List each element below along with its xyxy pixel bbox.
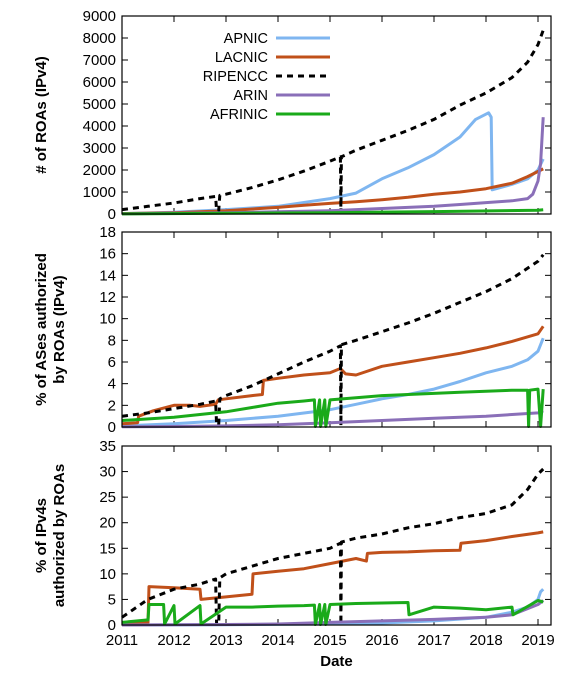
y-tick-label: 4000	[83, 118, 116, 135]
y-tick-label: 0	[108, 419, 116, 436]
y-tick-label: 15	[99, 540, 116, 557]
y-tick-label: 12	[99, 289, 116, 306]
x-tick-label: 2016	[365, 632, 398, 649]
y-tick-label: 6000	[83, 74, 116, 91]
series-line-s2	[121, 253, 545, 428]
series-line-s1	[121, 325, 545, 426]
x-tick-label: 2014	[261, 632, 294, 649]
y-axis-label: # of ROAs (IPv4)	[33, 56, 50, 174]
y-tick-label: 5	[108, 591, 116, 608]
y-tick-label: 6	[108, 354, 116, 371]
y-tick-label: 20	[99, 515, 116, 532]
y-tick-label: 10	[99, 311, 116, 328]
legend-label: RIPENCC	[203, 69, 268, 85]
y-tick-label: 10	[99, 566, 116, 583]
legend-label: LACNIC	[215, 50, 268, 66]
plot-frame	[121, 445, 552, 626]
y-axis-label: authorized by ROAs	[51, 464, 68, 607]
y-tick-label: 16	[99, 246, 116, 263]
panel-2: 0 2 4 6 8 10 12 14 16 18 % of ASes authorized by RO…	[33, 224, 552, 436]
y-axis-label: by ROAs (IPv4)	[51, 275, 68, 383]
x-tick-label: 2013	[209, 632, 242, 649]
legend-label: APNIC	[224, 31, 268, 47]
series-line-s0	[121, 588, 545, 627]
series-line-apnic	[121, 111, 545, 216]
plot-frame	[121, 15, 552, 215]
y-tick-label: 25	[99, 489, 116, 506]
series-line-s1	[121, 530, 544, 625]
series-line-afrinic	[121, 208, 544, 216]
y-tick-label: 30	[99, 464, 116, 481]
series-line-s3	[121, 409, 544, 429]
y-tick-label: 7000	[83, 52, 116, 69]
y-axis-label: % of IPv4s	[33, 498, 50, 573]
y-tick-label: 1000	[83, 184, 116, 201]
y-axis-label: % of ASes authorized	[33, 253, 50, 406]
series-line-ripencc	[121, 29, 545, 215]
y-tick-label: 8	[108, 332, 116, 349]
x-tick-label: 2019	[521, 632, 554, 649]
y-tick-label: 9000	[83, 8, 116, 25]
y-tick-label: 2	[108, 397, 116, 414]
y-tick-label: 4	[108, 376, 116, 393]
x-tick-label: 2015	[313, 632, 346, 649]
series-line-s4	[121, 387, 545, 428]
series-line-lacnic	[121, 167, 544, 216]
legend-label: ARIN	[233, 88, 268, 104]
y-tick-label: 35	[99, 438, 116, 455]
y-tick-label: 3000	[83, 140, 116, 157]
y-tick-label: 5000	[83, 96, 116, 113]
plot-frame	[121, 231, 552, 428]
series-line-s4	[121, 599, 544, 626]
legend-label: AFRINIC	[210, 107, 268, 123]
x-tick-label: 2018	[469, 632, 502, 649]
panel-3: 0 5 10 15 20 25 30 35 2011 2012 2013 2014 2015 2016 20…	[33, 438, 555, 670]
x-tick-label: 2012	[157, 632, 190, 649]
x-tick-label: 2011	[106, 632, 138, 649]
panel-1: 0 1000 2000 3000 4000 5000 6000 7000 8000 9000 # o…	[33, 8, 552, 223]
y-tick-label: 0	[108, 206, 116, 223]
x-axis-label: Date	[320, 653, 353, 670]
y-tick-label: 18	[99, 224, 116, 241]
y-tick-label: 14	[99, 267, 116, 284]
x-tick-label: 2017	[417, 632, 450, 649]
y-tick-label: 0	[108, 617, 116, 634]
y-tick-label: 8000	[83, 30, 116, 47]
series-line-s2	[121, 467, 545, 626]
legend: APNIC LACNIC RIPENCC ARIN AFRINIC	[203, 31, 330, 123]
y-tick-label: 2000	[83, 162, 116, 179]
